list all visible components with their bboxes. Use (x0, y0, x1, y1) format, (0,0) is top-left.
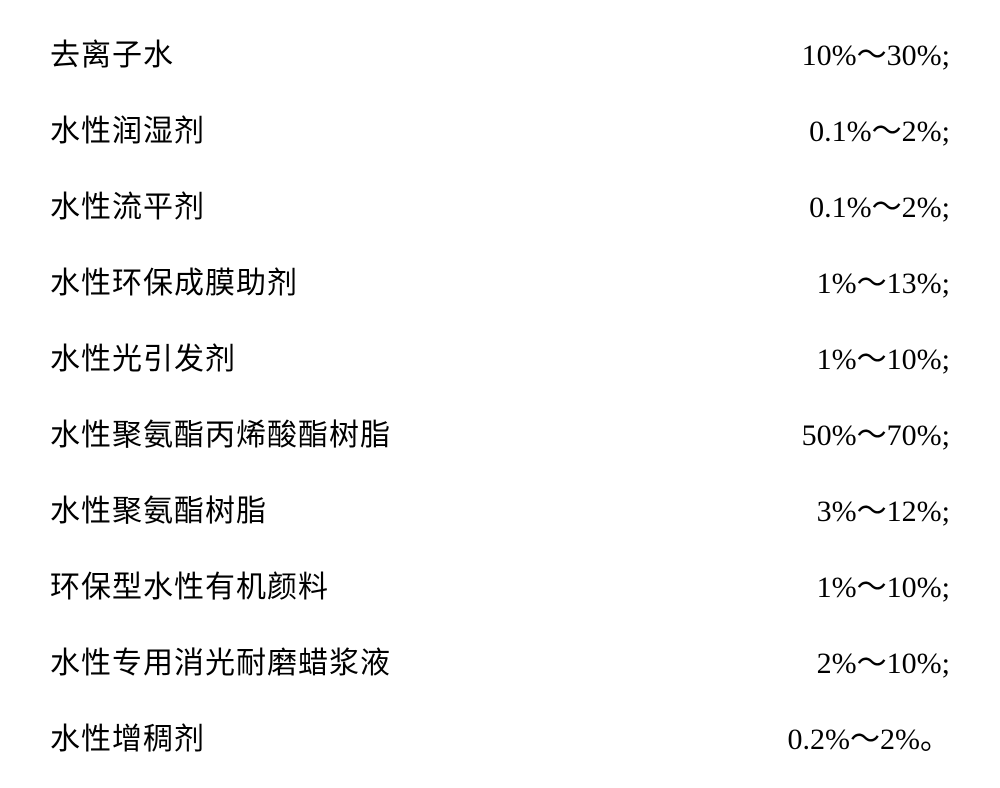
percentage-value: 10%～30%; (802, 30, 950, 74)
table-row: 水性增稠剂 0.2%～2%。 (50, 714, 950, 758)
ingredient-label: 水性增稠剂 (50, 714, 205, 758)
table-row: 水性光引发剂 1%～10%; (50, 334, 950, 378)
percentage-value: 1%～10%; (817, 562, 950, 606)
table-row: 水性流平剂 0.1%～2%; (50, 182, 950, 226)
table-row: 环保型水性有机颜料 1%～10%; (50, 562, 950, 606)
percentage-value: 0.1%～2%; (809, 106, 950, 150)
composition-table: 去离子水 10%～30%; 水性润湿剂 0.1%～2%; 水性流平剂 0.1%～… (50, 30, 950, 758)
table-row: 水性润湿剂 0.1%～2%; (50, 106, 950, 150)
ingredient-label: 水性流平剂 (50, 182, 205, 226)
percentage-value: 50%～70%; (802, 410, 950, 454)
table-row: 水性聚氨酯丙烯酸酯树脂 50%～70%; (50, 410, 950, 454)
ingredient-label: 去离子水 (50, 30, 174, 74)
table-row: 水性专用消光耐磨蜡浆液 2%～10%; (50, 638, 950, 682)
ingredient-label: 水性光引发剂 (50, 334, 236, 378)
percentage-value: 1%～10%; (817, 334, 950, 378)
ingredient-label: 水性聚氨酯丙烯酸酯树脂 (50, 410, 391, 454)
ingredient-label: 水性润湿剂 (50, 106, 205, 150)
percentage-value: 2%～10%; (817, 638, 950, 682)
ingredient-label: 水性环保成膜助剂 (50, 258, 298, 302)
percentage-value: 3%～12%; (817, 486, 950, 530)
table-row: 水性聚氨酯树脂 3%～12%; (50, 486, 950, 530)
percentage-value: 0.2%～2%。 (788, 714, 950, 758)
percentage-value: 1%～13%; (817, 258, 950, 302)
percentage-value: 0.1%～2%; (809, 182, 950, 226)
ingredient-label: 水性专用消光耐磨蜡浆液 (50, 638, 391, 682)
ingredient-label: 水性聚氨酯树脂 (50, 486, 267, 530)
table-row: 去离子水 10%～30%; (50, 30, 950, 74)
ingredient-label: 环保型水性有机颜料 (50, 562, 329, 606)
table-row: 水性环保成膜助剂 1%～13%; (50, 258, 950, 302)
